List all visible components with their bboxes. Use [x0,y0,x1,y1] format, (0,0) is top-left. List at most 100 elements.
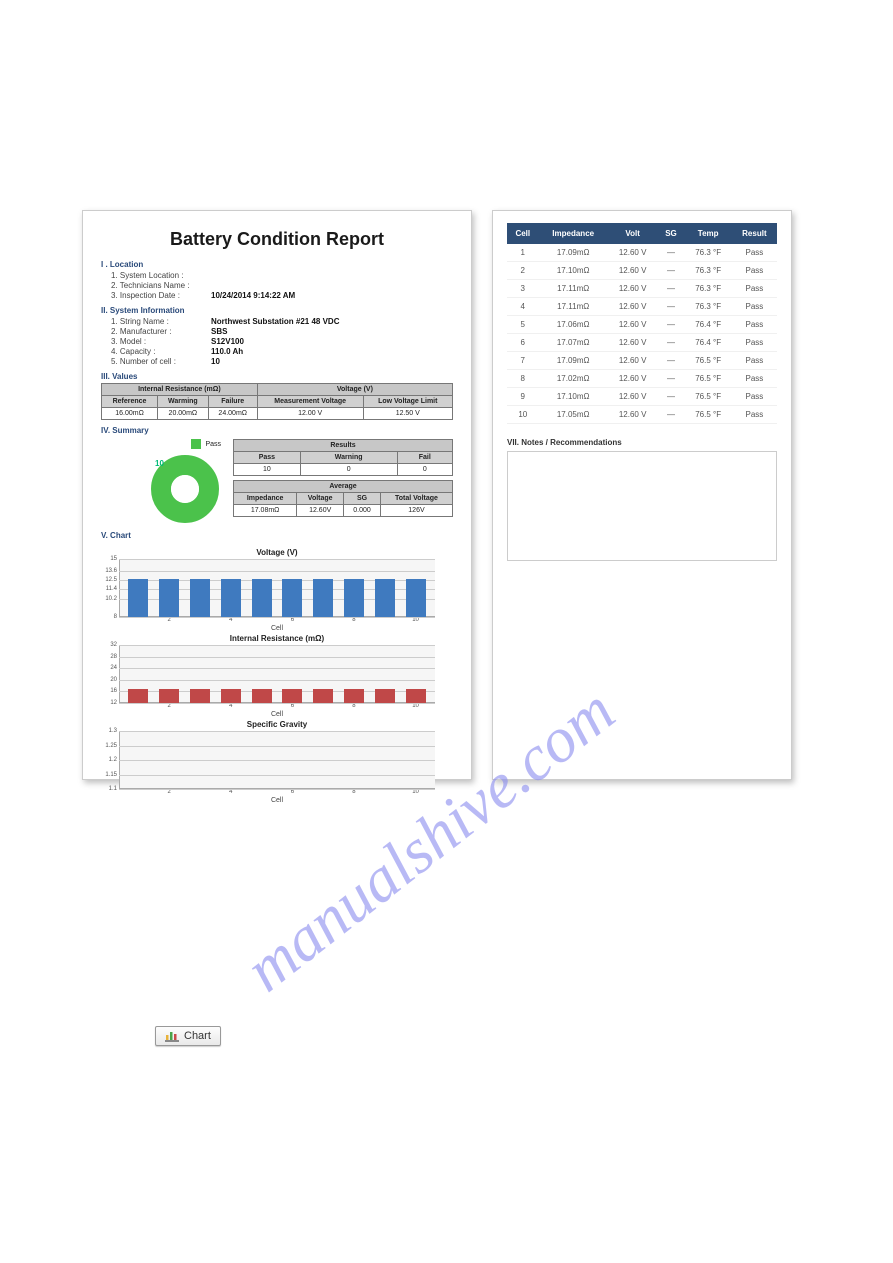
chart-bar [159,579,179,617]
table-cell: Pass [732,370,777,388]
table-cell: 76.3 °F [685,280,732,298]
table-cell: 17.08mΩ [234,505,297,517]
chart-bar [190,579,210,617]
table-cell: Pass [732,316,777,334]
kv-val: S12V100 [211,337,244,346]
table-cell: 12.60 V [608,352,658,370]
section-sysinfo-heading: II. System Information [101,306,453,315]
chart-button[interactable]: Chart [155,1026,221,1046]
cell-table-col: Volt [608,223,658,244]
kv-row: 4. Capacity :110.0 Ah [111,347,453,356]
kv-val: 110.0 Ah [211,347,243,356]
table-cell: — [657,298,684,316]
legend-swatch-pass [191,439,201,449]
table-cell: 10 [234,464,301,476]
table-row: 417.11mΩ12.60 V—76.3 °FPass [507,298,777,316]
chart-bar [128,689,148,704]
chart-bar [252,689,272,704]
table-cell: 3 [507,280,539,298]
section-location-heading: I . Location [101,260,453,269]
table-cell: 4 [507,298,539,316]
table-cell: 12.60 V [608,298,658,316]
table-cell: 0 [397,464,452,476]
table-cell: 1 [507,244,539,262]
chart-body: 322824201612 [119,645,435,703]
charts-container: Voltage (V)1513.612.511.410.28246810Cell… [101,548,453,804]
table-cell: 12.60 V [608,262,658,280]
kv-row: 3. Model :S12V100 [111,337,453,346]
table-cell: Pass [732,280,777,298]
table-col: Warning [300,452,397,464]
cell-table-col: Impedance [539,223,608,244]
report-page-2: CellImpedanceVoltSGTempResult 117.09mΩ12… [492,210,792,780]
table-cell: Pass [732,298,777,316]
kv-val: 10/24/2014 9:14:22 AM [211,291,295,300]
chart-bar [344,579,364,617]
table-cell: 17.09mΩ [539,244,608,262]
table-cell: — [657,388,684,406]
values-col: Reference [102,396,158,408]
kv-key: 3. Inspection Date : [111,291,211,300]
kv-key: 3. Model : [111,337,211,346]
table-cell: 17.10mΩ [539,388,608,406]
donut-chart: 10 [149,453,221,525]
cell-table-col: SG [657,223,684,244]
table-col: Pass [234,452,301,464]
kv-key: 2. Manufacturer : [111,327,211,336]
chart-bar [375,689,395,704]
values-cell: 24.00mΩ [208,408,257,420]
report-page-1: Battery Condition Report I . Location 1.… [82,210,472,780]
table-row: 817.02mΩ12.60 V—76.5 °FPass [507,370,777,388]
chart-body: 1513.612.511.410.28 [119,559,435,617]
chart-bar [282,689,302,704]
section-values-heading: III. Values [101,372,453,381]
table-cell: 12.60V [297,505,344,517]
values-col: Failure [208,396,257,408]
values-col: Warming [158,396,209,408]
table-cell: 76.3 °F [685,298,732,316]
section-location-items: 1. System Location :2. Technicians Name … [101,271,453,300]
results-table: Results PassWarningFail 1000 [233,439,453,476]
chart-xlabel: Cell [101,711,453,718]
table-row: 117.09mΩ12.60 V—76.3 °FPass [507,244,777,262]
kv-key: 1. String Name : [111,317,211,326]
kv-val: 10 [211,357,220,366]
average-table: Average ImpedanceVoltageSGTotal Voltage … [233,480,453,517]
kv-val: Northwest Substation #21 48 VDC [211,317,339,326]
chart-bar [406,579,426,617]
chart-bar [159,689,179,704]
table-cell: 12.60 V [608,244,658,262]
table-cell: 76.5 °F [685,388,732,406]
donut-container: Pass 10 [101,439,221,525]
chart-title: Specific Gravity [101,720,453,729]
table-cell: 0.000 [344,505,381,517]
table-cell: — [657,370,684,388]
values-col: Low Voltage Limit [363,396,452,408]
kv-row: 1. String Name :Northwest Substation #21… [111,317,453,326]
table-cell: 12.60 V [608,406,658,424]
chart-xlabel: Cell [101,797,453,804]
chart-bar [375,579,395,617]
chart-title: Voltage (V) [101,548,453,557]
table-cell: 12.60 V [608,280,658,298]
average-title: Average [234,481,453,493]
table-cell: — [657,244,684,262]
values-cell: 12.00 V [257,408,363,420]
table-cell: Pass [732,262,777,280]
table-cell: 76.5 °F [685,370,732,388]
chart-bars [119,645,435,703]
chart-bars [119,731,435,789]
chart-xlabel: Cell [101,625,453,632]
legend-label-pass: Pass [205,441,221,448]
chart-bar [282,579,302,617]
table-cell: 0 [300,464,397,476]
table-cell: 6 [507,334,539,352]
table-row: 517.06mΩ12.60 V—76.4 °FPass [507,316,777,334]
table-cell: Pass [732,388,777,406]
section-chart-heading: V. Chart [101,531,453,540]
kv-row: 5. Number of cell :10 [111,357,453,366]
values-cell: 16.00mΩ [102,408,158,420]
donut-legend: Pass [191,439,221,449]
kv-row: 1. System Location : [111,271,453,280]
chart-icon [165,1031,179,1042]
